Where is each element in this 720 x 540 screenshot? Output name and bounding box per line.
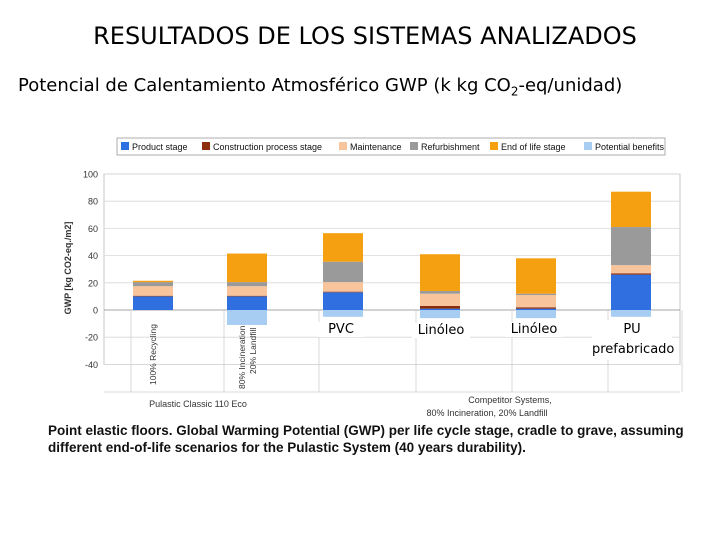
bar-segment — [611, 191, 651, 228]
bar-segment — [611, 310, 651, 317]
bar-segment — [227, 310, 267, 325]
plot-area — [103, 173, 681, 365]
bar-segment — [611, 273, 651, 275]
bar-segment — [133, 286, 173, 296]
y-tick-label: -40 — [85, 360, 98, 370]
legend-label: Refurbishment — [421, 142, 480, 152]
bar-segment — [516, 258, 556, 294]
bar-segment — [611, 265, 651, 274]
y-tick-label: 80 — [88, 197, 98, 207]
bar-segment — [133, 296, 173, 310]
slide-subtitle: Potencial de Calentamiento Atmosférico G… — [18, 75, 622, 99]
y-tick-label: 100 — [83, 170, 98, 180]
bar-segment — [516, 307, 556, 309]
system-name-pvc: PVC — [318, 322, 364, 337]
group-label-pulastic: Pulastic Classic 110 Eco — [149, 399, 247, 409]
legend-label: Maintenance — [350, 142, 402, 152]
system-name-linoleo-1: Linóleo — [412, 323, 470, 338]
bar-segment — [323, 291, 363, 293]
legend-swatch — [490, 142, 498, 150]
bar-label-landfill: 20% Landfill — [248, 328, 258, 374]
subtitle-subscript: 2 — [510, 84, 519, 99]
bar-segment — [420, 305, 460, 309]
bar-segment — [323, 282, 363, 292]
bar-segment — [420, 308, 460, 310]
bar-segment — [516, 308, 556, 310]
subtitle-main: Potencial de Calentamiento Atmosférico G… — [18, 75, 511, 96]
bar-segment — [516, 310, 556, 319]
system-name-pu: PU prefabricado — [592, 320, 675, 360]
bar-segment — [227, 286, 267, 296]
bar-label-recycling: 100% Recycling — [148, 324, 158, 385]
bar-segment — [227, 296, 267, 310]
legend-swatch — [584, 142, 592, 150]
bar-segment — [227, 282, 267, 287]
figure-caption: Point elastic floors. Global Warming Pot… — [48, 423, 684, 455]
legend-swatch — [121, 142, 129, 150]
bar-segment — [133, 295, 173, 297]
legend-label: End of life stage — [501, 142, 566, 152]
y-tick-label: 0 — [93, 306, 98, 316]
bar-segment — [420, 310, 460, 319]
y-tick-label: 60 — [88, 224, 98, 234]
legend-label: Construction process stage — [213, 142, 322, 152]
bar-segment — [227, 295, 267, 297]
y-axis-label: GWP [kg CO2-eq./m2] — [63, 222, 73, 315]
bar-segment — [323, 292, 363, 310]
legend-swatch — [410, 142, 418, 150]
legend-label: Product stage — [132, 142, 188, 152]
bar-segment — [516, 295, 556, 308]
group-label-scenario: 80% Incineration, 20% Landfill — [426, 408, 547, 418]
bar-segment — [420, 293, 460, 306]
bar-segment — [516, 293, 556, 296]
bar-segment — [420, 254, 460, 291]
y-tick-label: 20 — [88, 278, 98, 288]
group-label-competitors: Competitor Systems, — [468, 395, 552, 405]
bar-segment — [133, 280, 173, 283]
subtitle-end: -eq/unidad) — [518, 75, 623, 96]
system-name-linoleo-2: Linóleo — [505, 322, 563, 337]
bar-segment — [611, 274, 651, 310]
bar-segment — [323, 310, 363, 317]
bar-segment — [611, 227, 651, 266]
system-name-pu-text: PU prefabricado — [592, 322, 675, 357]
legend-swatch — [339, 142, 347, 150]
legend-label: Potential benefits — [595, 142, 665, 152]
bar-segment — [133, 282, 173, 287]
y-tick-label: -20 — [85, 333, 98, 343]
legend-box — [116, 137, 666, 156]
bar-segment — [323, 233, 363, 262]
bar-segment — [227, 253, 267, 283]
bar-label-incineration: 80% Incineration — [237, 325, 247, 389]
bar-segment — [420, 290, 460, 294]
bar-segment — [323, 261, 363, 283]
legend-swatch — [202, 142, 210, 150]
y-tick-label: 40 — [88, 251, 98, 261]
slide-title: RESULTADOS DE LOS SISTEMAS ANALIZADOS — [93, 22, 637, 50]
